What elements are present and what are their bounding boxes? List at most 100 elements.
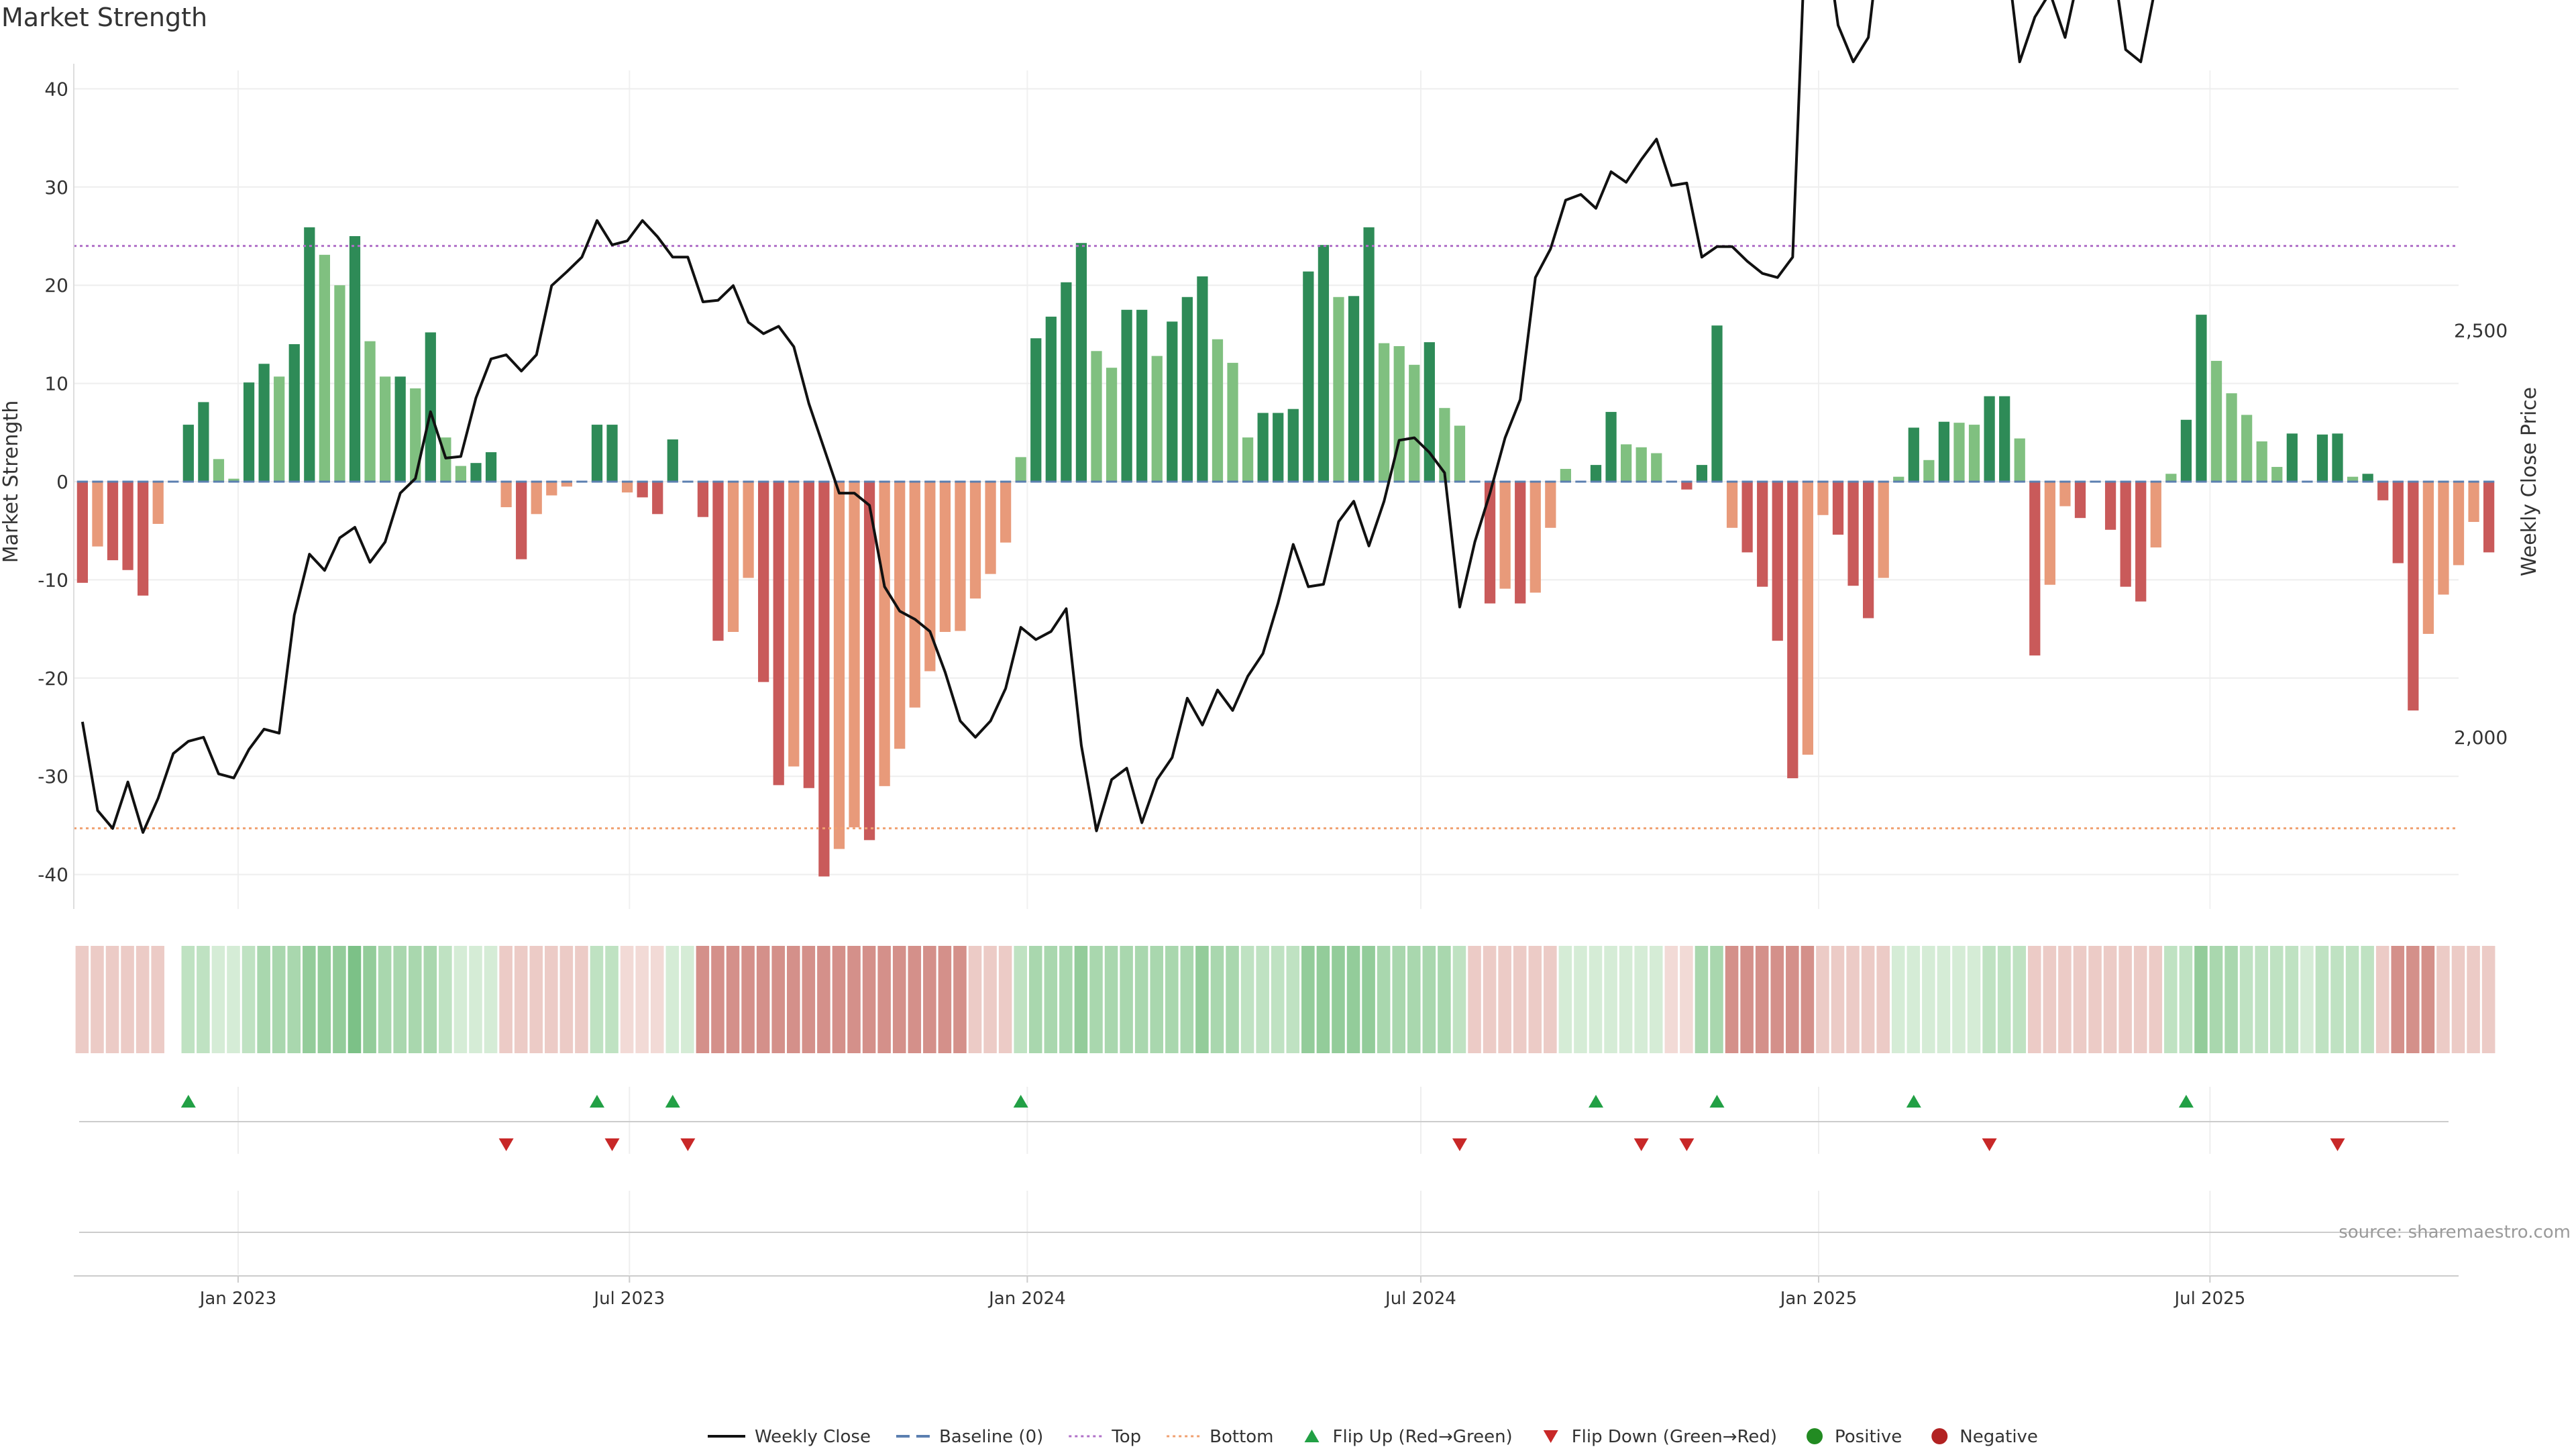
positive-strength-bar <box>1605 412 1617 482</box>
regime-cell <box>681 946 694 1053</box>
regime-cell <box>1755 946 1769 1053</box>
negative-strength-bar <box>107 482 119 561</box>
positive-strength-bar <box>1348 296 1360 482</box>
positive-strength-bar <box>274 376 285 482</box>
regime-cell <box>1528 946 1542 1053</box>
regime-cell <box>1664 946 1678 1053</box>
regime-cell <box>2436 946 2450 1053</box>
positive-strength-bar <box>2226 393 2237 482</box>
negative-strength-bar <box>122 482 133 570</box>
regime-cell <box>1134 946 1148 1053</box>
regime-cell <box>1392 946 1405 1053</box>
negative-strength-bar <box>697 482 709 517</box>
regime-cell <box>2149 946 2163 1053</box>
regime-cell <box>1831 946 1845 1053</box>
regime-cell <box>333 946 346 1053</box>
positive-strength-bar <box>1953 423 1965 482</box>
regime-cell <box>1952 946 1966 1053</box>
strength-bars <box>76 227 2495 877</box>
positive-strength-bar <box>2332 433 2343 482</box>
y-tick-label: 30 <box>44 176 68 199</box>
regime-cell <box>317 946 331 1053</box>
regime-cell <box>1891 946 1905 1053</box>
legend-item: Weekly Close <box>708 1427 871 1447</box>
positive-strength-bar <box>2316 434 2328 482</box>
regime-cell <box>1710 946 1723 1053</box>
regime-cell <box>1346 946 1360 1053</box>
negative-strength-bar <box>1817 482 1829 515</box>
regime-cell <box>2194 946 2208 1053</box>
negative-strength-bar <box>2059 482 2071 506</box>
regime-cell <box>665 946 680 1053</box>
positive-strength-bar <box>1318 245 1330 482</box>
positive-strength-bar <box>1197 276 1208 482</box>
positive-strength-bar <box>455 466 467 482</box>
positive-strength-bar <box>1454 425 1466 482</box>
legend-label: Weekly Close <box>755 1427 871 1447</box>
positive-strength-bar <box>1167 321 1178 482</box>
flip-up-marker <box>1589 1095 1604 1108</box>
negative-strength-bar <box>1545 482 1556 528</box>
regime-cell <box>1074 946 1088 1053</box>
regime-cell <box>227 946 240 1053</box>
regime-cell <box>105 946 119 1053</box>
positive-strength-bar <box>304 227 315 482</box>
positive-strength-bar <box>1106 368 1118 482</box>
flip-up-marker <box>2178 1095 2194 1108</box>
regime-cell <box>559 946 574 1053</box>
regime-cell <box>1483 946 1497 1053</box>
x-tick-label: Jul 2024 <box>1384 1289 1456 1309</box>
negative-strength-bar <box>1515 482 1526 604</box>
regime-cell <box>1982 946 1996 1053</box>
positive-strength-bar <box>1091 351 1102 482</box>
source-note: source: sharemaestro.com <box>2339 1222 2571 1242</box>
y-tick-label: -20 <box>38 667 68 690</box>
regime-cell <box>2133 946 2147 1053</box>
regime-cell <box>1452 946 1466 1053</box>
regime-cell <box>771 946 785 1053</box>
legend-swatch <box>1543 1430 1558 1443</box>
legend-item: Positive <box>1807 1427 1902 1447</box>
regime-cell <box>347 946 362 1053</box>
regime-cell <box>408 946 422 1053</box>
regime-cell <box>817 946 830 1053</box>
regime-cell <box>1544 946 1557 1053</box>
positive-strength-bar <box>1363 227 1375 482</box>
regime-cell <box>847 946 861 1053</box>
y2-axis-label: Weekly Close Price <box>2518 387 2541 576</box>
regime-cell <box>469 946 482 1053</box>
regime-cell <box>1195 946 1209 1053</box>
positive-strength-bar <box>1424 342 1435 482</box>
regime-cell <box>938 946 952 1053</box>
regime-cell <box>892 946 906 1053</box>
regime-cell <box>786 946 800 1053</box>
regime-cell <box>2269 946 2284 1053</box>
positive-strength-bar <box>1075 243 1087 482</box>
legend-label: Baseline (0) <box>939 1427 1043 1447</box>
positive-strength-bar <box>198 402 209 482</box>
regime-cell <box>620 946 634 1053</box>
regime-cell <box>1634 946 1648 1053</box>
regime-cell <box>1861 946 1875 1053</box>
regime-cell <box>726 946 740 1053</box>
regime-cell <box>741 946 755 1053</box>
positive-strength-bar <box>288 344 300 482</box>
regime-cell <box>696 946 710 1053</box>
regime-cell <box>453 946 468 1053</box>
negative-strength-bar <box>1772 482 1783 641</box>
regime-cell <box>2421 946 2435 1053</box>
regime-cell <box>2043 946 2057 1053</box>
negative-strength-bar <box>2377 482 2389 500</box>
regime-cell <box>1165 946 1179 1053</box>
positive-strength-bar <box>1287 409 1299 482</box>
negative-strength-bar <box>894 482 906 749</box>
regime-cell <box>1104 946 1118 1053</box>
legend-label: Top <box>1111 1427 1141 1447</box>
regime-cell <box>1997 946 2011 1053</box>
legend-label: Flip Down (Green→Red) <box>1572 1427 1777 1447</box>
positive-strength-bar <box>1030 338 1042 482</box>
negative-strength-bar <box>637 482 648 498</box>
positive-strength-bar <box>1333 297 1344 482</box>
negative-strength-bar <box>1741 482 1753 553</box>
regime-cell <box>953 946 967 1053</box>
